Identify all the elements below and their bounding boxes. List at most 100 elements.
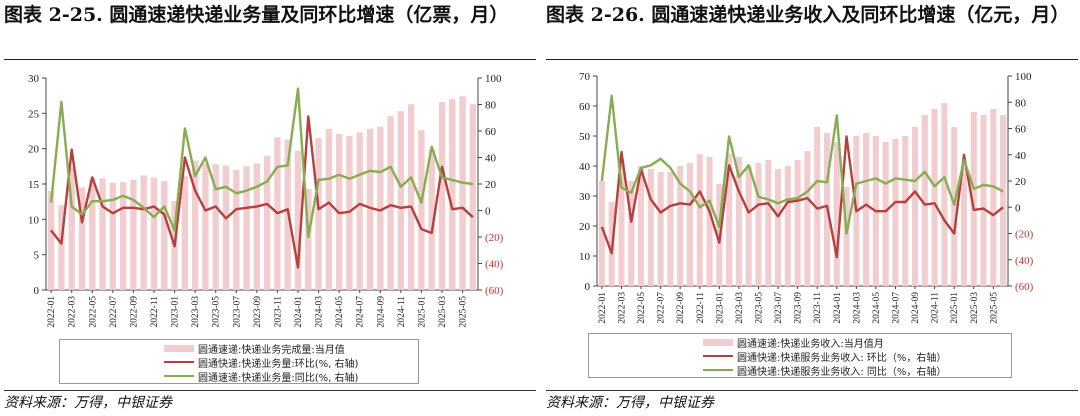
right-tick-label: 60 <box>485 126 497 138</box>
x-tick-label: 2023-11 <box>273 296 283 328</box>
x-tick-label: 2022-01 <box>47 296 57 328</box>
x-tick-label: 2022-03 <box>68 296 78 328</box>
x-tick-label: 2023-09 <box>253 296 263 328</box>
x-tick-label: 2023-11 <box>813 292 823 324</box>
bar <box>726 154 733 286</box>
bar <box>387 116 394 290</box>
legend-label: 圆通速递:快递业务完成量:当月值 <box>198 344 345 356</box>
bar <box>305 188 312 290</box>
left-tick-label: 30 <box>579 191 591 203</box>
x-tick-label: 2022-01 <box>598 292 608 324</box>
x-tick-label: 2024-09 <box>911 292 921 324</box>
bar <box>657 172 664 286</box>
legend: 圆通速递:快递业务收入:当月值月 圆通快递:快递服务业务收入: 环比（%，右轴）… <box>588 333 1012 378</box>
bar <box>882 142 889 286</box>
source-rule <box>546 390 1078 391</box>
bar <box>407 104 415 290</box>
left-tick-label: 0 <box>585 281 591 293</box>
legend-label: 圆通快递:快递业务量:环比(%, 右轴) <box>198 358 359 370</box>
chart-title: 图表 2-25. 圆通速递快递业务量及同环比增速（亿票，月） <box>4 4 509 26</box>
legend-swatch-yoy <box>164 374 194 378</box>
chart-panel-right: 图表 2-26. 圆通速递快递业务收入及同环比增速（亿元，月） 0 10 20 30 4… <box>546 0 1080 416</box>
bar <box>765 160 772 286</box>
bar <box>843 187 850 286</box>
legend-item-bar: 圆通速递:快递业务完成量:当月值 <box>164 341 345 356</box>
x-tick-label: 2023-07 <box>774 292 784 324</box>
x-tick-label: 2022-07 <box>109 296 119 328</box>
x-tick-label: 2024-07 <box>356 296 366 328</box>
x-tick-label: 2022-03 <box>617 292 627 324</box>
bar <box>140 175 147 290</box>
left-tick-label: 0 <box>34 285 40 297</box>
right-tick-label: (20) <box>1015 229 1034 241</box>
x-tick-label: 2023-09 <box>794 292 804 324</box>
x-tick-label: 2023-03 <box>735 292 745 324</box>
bar <box>89 178 96 290</box>
series-line-mom <box>600 135 1004 259</box>
bar <box>356 132 363 290</box>
bar <box>397 111 405 290</box>
bar <box>109 182 117 290</box>
bar <box>47 191 55 290</box>
left-tick-label: 25 <box>28 108 40 120</box>
x-tick-label: 2025-03 <box>970 292 980 324</box>
left-tick-label: 10 <box>579 251 591 263</box>
bar <box>598 181 605 286</box>
x-tick-label: 2023-05 <box>212 296 222 328</box>
bar <box>667 172 674 286</box>
bar <box>618 163 625 286</box>
x-tick-label: 2024-03 <box>852 292 862 324</box>
bar <box>755 163 762 286</box>
legend-swatch-mom <box>164 360 194 364</box>
x-tick-label: 2022-09 <box>676 292 686 324</box>
bar <box>892 139 899 286</box>
bar <box>638 166 645 286</box>
x-tick-label: 2022-05 <box>637 292 647 324</box>
right-tick-label: 80 <box>485 100 497 112</box>
chart-title: 图表 2-26. 圆通速递快递业务收入及同环比增速（亿元，月） <box>546 4 1070 26</box>
right-tick-label: (40) <box>485 259 504 271</box>
x-tick-label: 2022-09 <box>129 296 139 328</box>
bar <box>1000 115 1007 286</box>
left-tick-label: 5 <box>34 250 40 262</box>
bar <box>253 163 261 290</box>
bar <box>449 99 456 290</box>
bar <box>775 169 782 286</box>
bar <box>99 178 106 290</box>
left-tick-label: 50 <box>579 131 591 143</box>
bar <box>677 166 684 286</box>
bar <box>233 169 240 290</box>
bar <box>735 157 742 286</box>
left-tick-label: 20 <box>579 221 591 233</box>
left-tick-label: 60 <box>579 101 591 113</box>
bar <box>202 163 209 290</box>
bar <box>902 136 909 286</box>
x-tick-label: 2024-09 <box>376 296 386 328</box>
x-tick-label: 2025-01 <box>950 292 960 324</box>
x-tick-label: 2022-11 <box>696 292 706 324</box>
bar <box>161 181 168 290</box>
x-tick-label: 2023-07 <box>232 296 242 328</box>
left-tick-label: 30 <box>28 73 40 85</box>
right-tick-label: (20) <box>485 232 504 244</box>
bar <box>980 115 987 286</box>
legend-swatch-mom <box>703 354 733 358</box>
right-tick-label: 100 <box>1015 71 1032 83</box>
bar <box>628 181 635 286</box>
bar <box>243 166 250 290</box>
x-tick-label: 2025-05 <box>459 296 469 328</box>
left-tick-label: 15 <box>28 179 40 191</box>
bar <box>706 157 713 286</box>
bar <box>686 163 693 286</box>
x-tick-label: 2022-05 <box>88 296 98 328</box>
bar <box>366 128 374 290</box>
title-rule <box>4 59 536 60</box>
legend-item-mom: 圆通快递:快递服务业务收入: 环比（%，右轴） <box>703 349 947 364</box>
bar <box>130 179 137 290</box>
bar <box>912 127 919 286</box>
x-tick-label: 2023-05 <box>754 292 764 324</box>
source-note: 资料来源：万得，中银证券 <box>546 395 714 411</box>
legend-label: 圆通快递:快递服务业务收入: 环比（%，右轴） <box>737 352 947 364</box>
bar <box>377 126 384 290</box>
right-tick-label: 20 <box>1015 176 1027 188</box>
